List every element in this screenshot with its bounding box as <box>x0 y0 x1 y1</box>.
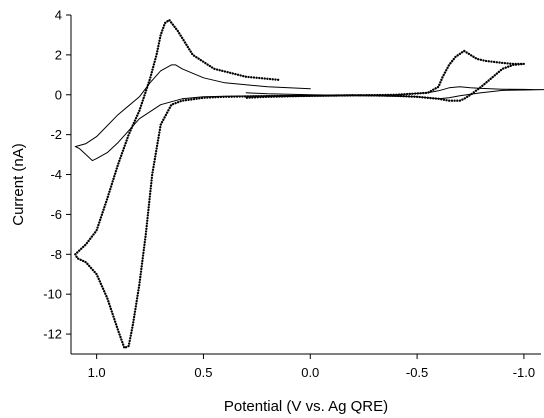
y-tick-label: -2 <box>50 127 62 142</box>
axes: 4 2 0 -2 -4 -6 -8 -10 -12 1.0 0.5 0.0 -0.5 -1.0 <box>43 8 541 380</box>
y-tick-label: 2 <box>55 47 62 62</box>
x-tick-label: 0.0 <box>301 365 319 380</box>
x-tick-label: 1.0 <box>88 365 106 380</box>
y-tick-label: 4 <box>55 8 62 23</box>
x-tick-label: 0.5 <box>194 365 212 380</box>
x-tick-label: -0.5 <box>406 365 428 380</box>
plot-area <box>74 18 544 350</box>
y-tick-label: -6 <box>50 207 62 222</box>
series-solid-line <box>74 64 544 162</box>
y-tick-label: -4 <box>50 167 62 182</box>
y-axis-title: Current (nA) <box>10 143 27 226</box>
y-tick-label: 0 <box>55 87 62 102</box>
x-axis-title: Potential (V vs. Ag QRE) <box>224 398 388 415</box>
x-tick-label: -1.0 <box>513 365 535 380</box>
y-tick-label: -12 <box>43 327 62 342</box>
y-tick-label: -10 <box>43 287 62 302</box>
y-tick-label: -8 <box>50 247 62 262</box>
series-dotted-line <box>74 18 526 350</box>
